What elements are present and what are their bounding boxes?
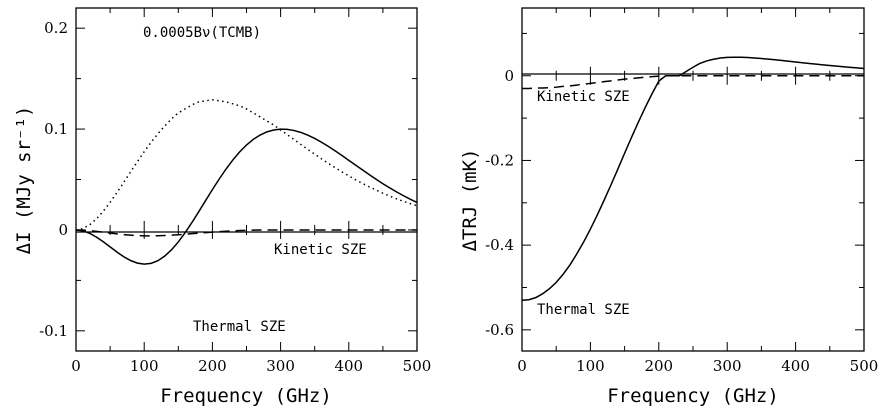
- right-xtick-label: 400: [781, 357, 810, 375]
- left-xtick-label: 100: [130, 357, 159, 375]
- annotation-right-kinetic-sze: Kinetic SZE: [537, 89, 630, 105]
- left-xtick-label: 300: [266, 357, 295, 375]
- right-xtick-labels: 0 100 200 300 400 500: [517, 357, 878, 375]
- left-ytick-label: 0.2: [44, 19, 68, 37]
- left-curves: [75, 99, 418, 265]
- left-y-axis-title: ΔI (MJy sr⁻¹): [13, 106, 35, 255]
- right-y-axis-title: ΔTRJ (mK): [459, 149, 481, 252]
- right-curve-thermal-sze: [521, 56, 865, 301]
- right-plot-frame: [521, 7, 865, 352]
- left-panel: 0 100 200 300 400 500 -0.100.10.2 Frequency (…: [13, 7, 431, 407]
- right-ytick-label: -0.2: [485, 151, 514, 169]
- right-xtick-label: 0: [517, 357, 527, 375]
- left-x-axis-title: Frequency (GHz): [160, 385, 332, 407]
- left-xtick-label: 0: [71, 357, 81, 375]
- right-ticks: [521, 8, 865, 351]
- left-ytick-labels: -0.1 0 0.1 0.2: [39, 19, 68, 340]
- annotation-right-thermal-sze: Thermal SZE: [537, 302, 630, 318]
- right-x-axis-title: Frequency (GHz): [607, 385, 779, 407]
- right-panel: 0 100 200 300 400 500 -0.6 -0.4 -0.2 0 Frequency…: [459, 7, 878, 407]
- right-ytick-label: -0.4: [485, 236, 514, 254]
- left-curve-thermal-sze: [75, 128, 418, 265]
- left-ytick-label: 0.1: [44, 120, 68, 138]
- left-xtick-label: 200: [198, 357, 227, 375]
- right-xtick-label: 500: [850, 357, 879, 375]
- right-xtick-label: 100: [576, 357, 605, 375]
- right-xtick-label: 300: [713, 357, 742, 375]
- left-xtick-label: 400: [334, 357, 363, 375]
- annotation-left-kinetic-sze: Kinetic SZE: [274, 242, 367, 258]
- left-plot-frame: [75, 7, 418, 352]
- annotation-left-thermal-sze: Thermal SZE: [193, 319, 286, 335]
- left-curve-kinetic-sze: [75, 229, 417, 237]
- left-ticks: [75, 8, 418, 351]
- right-ytick-label: 0: [504, 67, 514, 85]
- left-curve-0-0005b-tcmb: [75, 99, 418, 231]
- left-ytick-label: -0.1: [39, 322, 68, 340]
- right-curves: [521, 56, 865, 301]
- right-ytick-labels: -0.6 -0.4 -0.2 0: [485, 67, 514, 339]
- left-ytick-label: 0: [58, 221, 68, 239]
- left-xtick-labels: 0 100 200 300 400 500: [71, 357, 431, 375]
- annotation-planck-label: 0.0005Bν(TCMB): [143, 25, 261, 41]
- right-curve-kinetic-sze: [522, 75, 864, 90]
- right-ytick-label: -0.6: [485, 321, 514, 339]
- right-xtick-label: 200: [644, 357, 673, 375]
- left-xtick-label: 500: [403, 357, 432, 375]
